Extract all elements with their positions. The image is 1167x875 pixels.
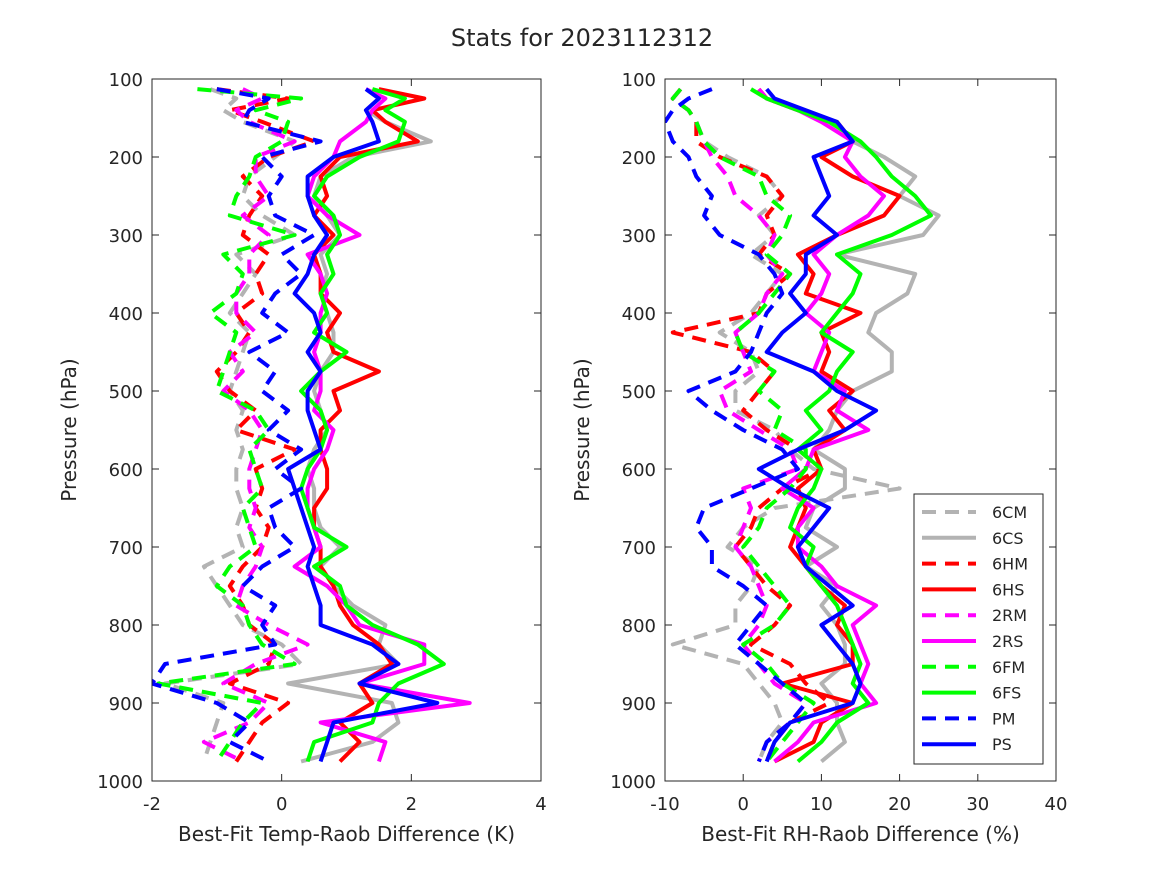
x-axis-label: Best-Fit Temp-Raob Difference (K) — [178, 822, 515, 846]
x-tick-label: 30 — [966, 794, 989, 815]
series-line-2rs — [292, 87, 472, 763]
series-line-2rm — [201, 87, 310, 764]
temp-panel: -2 0 2 4 100 200 300 400 500 600 700 800 900 1000 Best… — [57, 70, 547, 846]
series-line-6cm — [163, 87, 304, 763]
y-tick-label: 500 — [109, 382, 143, 403]
series-line-6fs — [749, 87, 933, 764]
legend-label: 6FM — [992, 658, 1025, 677]
x-tick-label: 2 — [406, 794, 417, 815]
series-group — [152, 87, 472, 764]
y-tick-label: 600 — [622, 460, 656, 481]
x-tick-label: 0 — [737, 794, 748, 815]
y-tick-label: 500 — [622, 382, 656, 403]
y-tick-label: 700 — [109, 538, 143, 559]
x-tick-label: 10 — [810, 794, 833, 815]
y-tick-label: 200 — [622, 148, 656, 169]
legend-label: 6HS — [992, 580, 1024, 599]
y-tick-label: 800 — [109, 616, 143, 637]
y-tick-label: 400 — [622, 304, 656, 325]
series-line-6fs — [299, 87, 446, 763]
axes-box — [664, 78, 1057, 782]
x-tick-label: 40 — [1045, 794, 1068, 815]
x-tick-label: 20 — [888, 794, 911, 815]
legend-label: PS — [992, 735, 1012, 754]
series-line-6hm — [670, 87, 832, 763]
y-tick-label: 100 — [109, 70, 143, 91]
series-line-ps — [286, 87, 440, 763]
x-tick-label: -2 — [143, 794, 161, 815]
series-line-6fm — [670, 87, 816, 763]
y-tick-label: 900 — [622, 694, 656, 715]
legend: 6CM 6CS 6HM 6HS 2RM 2RS 6FM 6FS PM PS — [913, 493, 1044, 765]
y-tick-label: 400 — [109, 304, 143, 325]
x-tick-label: 0 — [276, 794, 287, 815]
legend-label: 2RS — [992, 632, 1023, 651]
y-tick-label: 800 — [622, 616, 656, 637]
y-axis-label: Pressure (hPa) — [57, 358, 81, 501]
y-tick-label: 600 — [109, 460, 143, 481]
rh-panel: -10 0 10 20 30 40 100 200 300 400 500 600 700 800 900 1… — [570, 70, 1067, 846]
y-tick-label: 300 — [109, 226, 143, 247]
axes-box — [151, 78, 542, 782]
y-tick-label: 200 — [109, 148, 143, 169]
series-line-6fm — [156, 87, 304, 763]
x-tick-label: 4 — [535, 794, 546, 815]
series-line-6hs — [312, 87, 427, 763]
series-line-pm — [152, 87, 323, 764]
legend-label: PM — [992, 709, 1015, 728]
legend-label: 6HM — [992, 555, 1028, 574]
y-tick-label: 100 — [622, 70, 656, 91]
y-tick-label: 700 — [622, 538, 656, 559]
legend-label: 6FS — [992, 684, 1021, 703]
y-tick-label: 900 — [109, 694, 143, 715]
y-axis-label: Pressure (hPa) — [570, 358, 594, 501]
y-tick-label: 300 — [622, 226, 656, 247]
series-line-ps — [756, 87, 879, 763]
y-tick-label: 1000 — [97, 772, 143, 793]
x-tick-label: -10 — [650, 794, 679, 815]
series-line-pm — [665, 87, 808, 763]
legend-label: 6CS — [992, 529, 1024, 548]
legend-label: 6CM — [992, 503, 1027, 522]
series-line-6hm — [214, 87, 317, 763]
series-line-2rs — [757, 87, 886, 764]
figure-title: Stats for 2023112312 — [451, 24, 713, 52]
series-group — [665, 87, 941, 764]
legend-label: 2RM — [992, 606, 1027, 625]
x-axis-label: Best-Fit RH-Raob Difference (%) — [701, 822, 1020, 846]
legend-box — [913, 493, 1044, 765]
y-tick-label: 1000 — [610, 772, 656, 793]
